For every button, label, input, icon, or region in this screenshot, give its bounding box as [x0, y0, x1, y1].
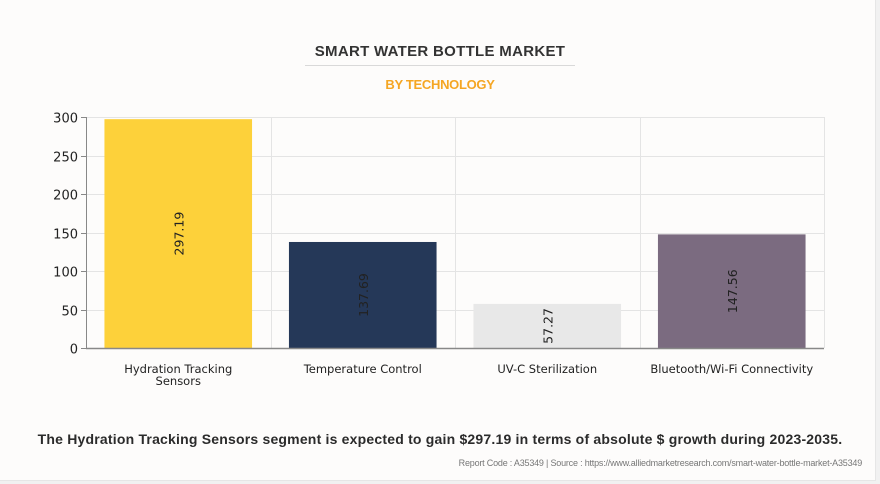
- data-labels: 297.19 137.69 57.27 147.56: [171, 212, 740, 344]
- source-note: Report Code : A35349 | Source : https://…: [458, 458, 863, 468]
- y-tick-label: 200: [53, 189, 78, 204]
- y-tick-label: 0: [70, 343, 78, 358]
- summary-headline: The Hydration Tracking Sensors segment i…: [37, 431, 843, 447]
- x-tick-label: Bluetooth/Wi-Fi Connectivity: [650, 362, 813, 376]
- x-tick-label: UV-C Sterilization: [497, 362, 597, 376]
- y-tick-label: 50: [61, 305, 78, 320]
- x-tick-label: Sensors: [156, 374, 201, 388]
- axes: [86, 117, 824, 350]
- bars: [104, 119, 806, 348]
- y-tick-label: 100: [53, 266, 78, 281]
- chart-subtitle: BY TECHNOLOGY: [385, 77, 495, 92]
- y-tick-label: 300: [53, 112, 78, 127]
- y-tick-label: 150: [53, 228, 78, 243]
- bar: [657, 234, 806, 348]
- y-tick-label: 250: [53, 151, 78, 166]
- x-tick-label: Temperature Control: [303, 362, 422, 376]
- chart-title: SMART WATER BOTTLE MARKET: [314, 43, 566, 60]
- data-label: 297.19: [171, 212, 186, 256]
- title-divider: [305, 65, 575, 66]
- data-label: 57.27: [540, 308, 555, 344]
- data-label: 137.69: [356, 273, 371, 317]
- bar: [288, 241, 437, 348]
- y-axis-ticks: 0 50 100 150 200 250 300: [53, 112, 86, 358]
- bar: [473, 303, 622, 348]
- data-label: 147.56: [725, 269, 740, 313]
- bar: [104, 119, 253, 348]
- x-tick-label: Hydration Tracking: [124, 362, 232, 376]
